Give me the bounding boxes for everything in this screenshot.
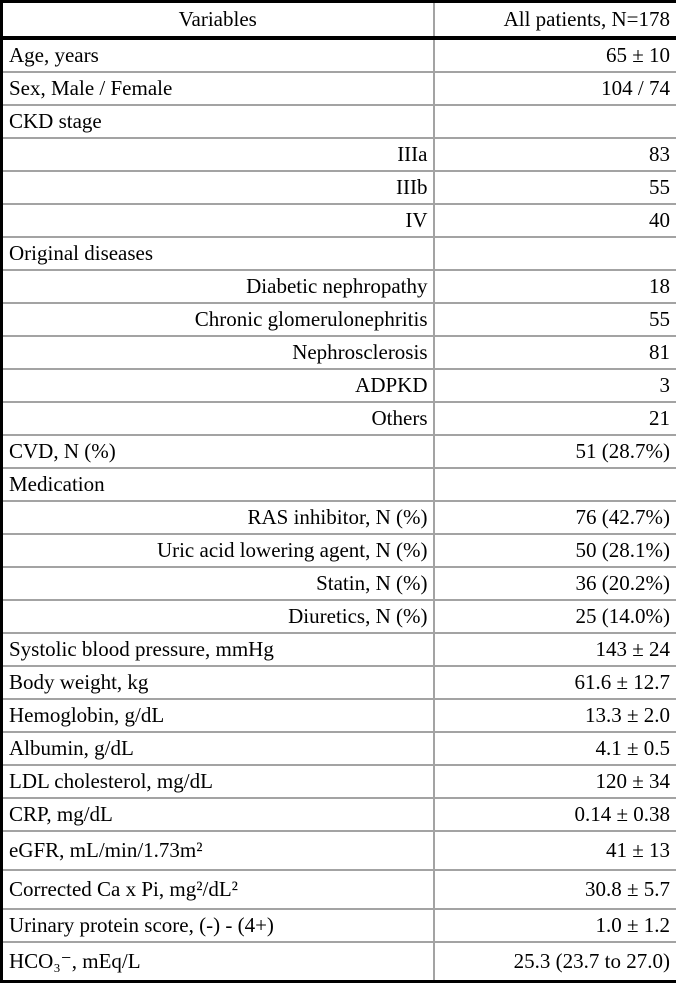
row-label: Original diseases bbox=[0, 236, 435, 271]
row-label: ADPKD bbox=[0, 368, 435, 403]
row-label: Diuretics, N (%) bbox=[0, 599, 435, 634]
table-row: ADPKD 3 bbox=[0, 368, 676, 403]
row-label: IIIb bbox=[0, 170, 435, 205]
column-header-variables: Variables bbox=[0, 0, 435, 40]
row-label: Hemoglobin, g/dL bbox=[0, 698, 435, 733]
table-row: CKD stage bbox=[0, 104, 676, 139]
row-value bbox=[432, 236, 676, 271]
row-value: 40 bbox=[432, 203, 676, 238]
row-value: 143 ± 24 bbox=[432, 632, 676, 667]
table-row: Hemoglobin, g/dL 13.3 ± 2.0 bbox=[0, 698, 676, 733]
table-row: CVD, N (%) 51 (28.7%) bbox=[0, 434, 676, 469]
row-value: 50 (28.1%) bbox=[432, 533, 676, 568]
row-value: 120 ± 34 bbox=[432, 764, 676, 799]
row-label: Others bbox=[0, 401, 435, 436]
row-value: 61.6 ± 12.7 bbox=[432, 665, 676, 700]
row-label: IV bbox=[0, 203, 435, 238]
table-row: IIIb 55 bbox=[0, 170, 676, 205]
row-value bbox=[432, 467, 676, 502]
row-label: Chronic glomerulonephritis bbox=[0, 302, 435, 337]
row-label: LDL cholesterol, mg/dL bbox=[0, 764, 435, 799]
row-label: CVD, N (%) bbox=[0, 434, 435, 469]
row-value: 21 bbox=[432, 401, 676, 436]
row-value: 30.8 ± 5.7 bbox=[432, 869, 676, 910]
table-row: Chronic glomerulonephritis 55 bbox=[0, 302, 676, 337]
row-label: Diabetic nephropathy bbox=[0, 269, 435, 304]
row-label: RAS inhibitor, N (%) bbox=[0, 500, 435, 535]
row-value bbox=[432, 104, 676, 139]
table-row: Statin, N (%) 36 (20.2%) bbox=[0, 566, 676, 601]
row-label: CKD stage bbox=[0, 104, 435, 139]
row-label: Corrected Ca x Pi, mg²/dL² bbox=[0, 869, 435, 910]
table-row: CRP, mg/dL 0.14 ± 0.38 bbox=[0, 797, 676, 832]
row-value: 1.0 ± 1.2 bbox=[432, 908, 676, 943]
table-row: Diuretics, N (%) 25 (14.0%) bbox=[0, 599, 676, 634]
header-row: Variables All patients, N=178 bbox=[0, 0, 676, 40]
row-label: HCO₃⁻, mEq/L bbox=[0, 941, 435, 983]
row-label: Statin, N (%) bbox=[0, 566, 435, 601]
row-value: 0.14 ± 0.38 bbox=[432, 797, 676, 832]
row-label: Nephrosclerosis bbox=[0, 335, 435, 370]
row-value: 18 bbox=[432, 269, 676, 304]
table-row: Medication bbox=[0, 467, 676, 502]
row-label: Uric acid lowering agent, N (%) bbox=[0, 533, 435, 568]
row-value: 4.1 ± 0.5 bbox=[432, 731, 676, 766]
row-value: 55 bbox=[432, 170, 676, 205]
table-row: Uric acid lowering agent, N (%) 50 (28.1… bbox=[0, 533, 676, 568]
row-value: 13.3 ± 2.0 bbox=[432, 698, 676, 733]
row-label: Urinary protein score, (-) - (4+) bbox=[0, 908, 435, 943]
row-label: CRP, mg/dL bbox=[0, 797, 435, 832]
row-label: Medication bbox=[0, 467, 435, 502]
table-row: Urinary protein score, (-) - (4+) 1.0 ± … bbox=[0, 908, 676, 943]
row-value: 81 bbox=[432, 335, 676, 370]
row-label: IIIa bbox=[0, 137, 435, 172]
row-label: Age, years bbox=[0, 37, 435, 73]
table-row: LDL cholesterol, mg/dL 120 ± 34 bbox=[0, 764, 676, 799]
table-row: Original diseases bbox=[0, 236, 676, 271]
table-row: Body weight, kg 61.6 ± 12.7 bbox=[0, 665, 676, 700]
row-value: 104 / 74 bbox=[432, 71, 676, 106]
table-row: Age, years 65 ± 10 bbox=[0, 37, 676, 73]
row-value: 3 bbox=[432, 368, 676, 403]
row-value: 25 (14.0%) bbox=[432, 599, 676, 634]
table-row: Diabetic nephropathy 18 bbox=[0, 269, 676, 304]
row-label: eGFR, mL/min/1.73m² bbox=[0, 830, 435, 871]
table-row: RAS inhibitor, N (%) 76 (42.7%) bbox=[0, 500, 676, 535]
table-row: HCO₃⁻, mEq/L 25.3 (23.7 to 27.0) bbox=[0, 941, 676, 983]
table-row: Others 21 bbox=[0, 401, 676, 436]
table-row: Systolic blood pressure, mmHg 143 ± 24 bbox=[0, 632, 676, 667]
row-value: 65 ± 10 bbox=[432, 37, 676, 73]
table-row: Albumin, g/dL 4.1 ± 0.5 bbox=[0, 731, 676, 766]
table-row: Sex, Male / Female 104 / 74 bbox=[0, 71, 676, 106]
table-row: IV 40 bbox=[0, 203, 676, 238]
row-value: 51 (28.7%) bbox=[432, 434, 676, 469]
row-label: Sex, Male / Female bbox=[0, 71, 435, 106]
row-value: 76 (42.7%) bbox=[432, 500, 676, 535]
row-label: Body weight, kg bbox=[0, 665, 435, 700]
row-value: 25.3 (23.7 to 27.0) bbox=[432, 941, 676, 983]
table-row: eGFR, mL/min/1.73m² 41 ± 13 bbox=[0, 830, 676, 871]
table-row: IIIa 83 bbox=[0, 137, 676, 172]
table-row: Corrected Ca x Pi, mg²/dL² 30.8 ± 5.7 bbox=[0, 869, 676, 910]
column-header-all-patients: All patients, N=178 bbox=[432, 0, 676, 40]
row-value: 36 (20.2%) bbox=[432, 566, 676, 601]
row-label: Albumin, g/dL bbox=[0, 731, 435, 766]
table-row: Nephrosclerosis 81 bbox=[0, 335, 676, 370]
row-value: 55 bbox=[432, 302, 676, 337]
row-label: Systolic blood pressure, mmHg bbox=[0, 632, 435, 667]
row-value: 41 ± 13 bbox=[432, 830, 676, 871]
row-value: 83 bbox=[432, 137, 676, 172]
